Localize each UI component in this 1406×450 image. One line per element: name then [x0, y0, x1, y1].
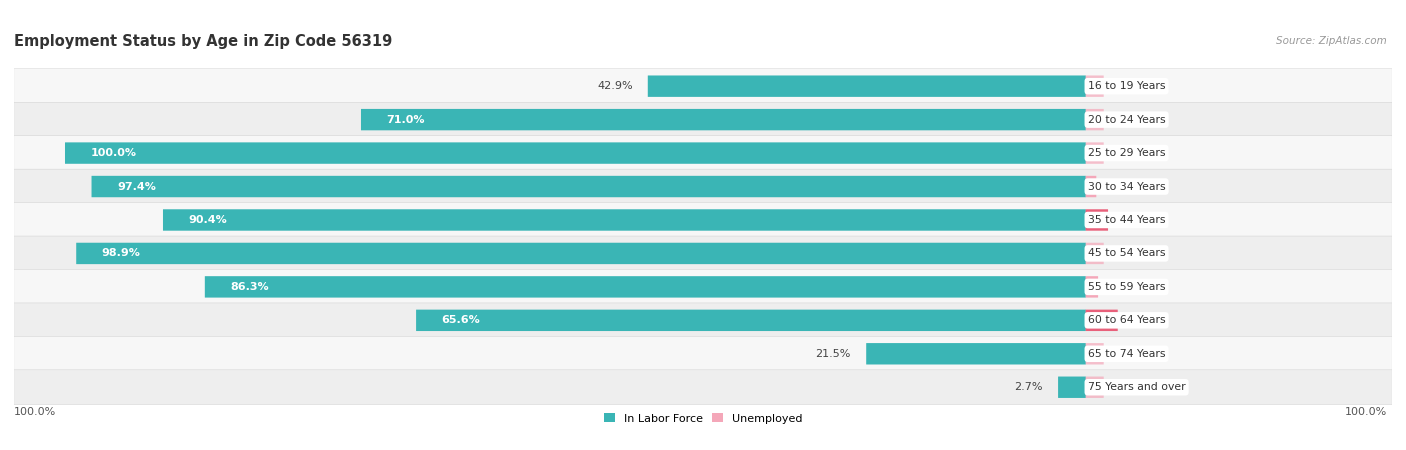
Text: 0.0%: 0.0%	[1112, 248, 1140, 258]
Text: 55 to 59 Years: 55 to 59 Years	[1088, 282, 1166, 292]
FancyBboxPatch shape	[14, 370, 1392, 405]
FancyBboxPatch shape	[14, 270, 1392, 304]
FancyBboxPatch shape	[91, 176, 1085, 197]
Text: 25 to 29 Years: 25 to 29 Years	[1088, 148, 1166, 158]
FancyBboxPatch shape	[1085, 209, 1108, 231]
Text: 0.0%: 0.0%	[1112, 382, 1140, 392]
FancyBboxPatch shape	[14, 202, 1392, 238]
Text: 35 to 44 Years: 35 to 44 Years	[1088, 215, 1166, 225]
Text: 0.0%: 0.0%	[1112, 148, 1140, 158]
FancyBboxPatch shape	[14, 102, 1392, 137]
Text: 98.9%: 98.9%	[101, 248, 141, 258]
Text: 42.9%: 42.9%	[598, 81, 633, 91]
Text: 30 to 34 Years: 30 to 34 Years	[1088, 181, 1166, 192]
FancyBboxPatch shape	[866, 343, 1085, 364]
Text: 16 to 19 Years: 16 to 19 Years	[1088, 81, 1166, 91]
Text: 100.0%: 100.0%	[14, 407, 56, 417]
FancyBboxPatch shape	[416, 310, 1085, 331]
FancyBboxPatch shape	[1085, 243, 1104, 264]
Text: 8.7%: 8.7%	[1116, 215, 1144, 225]
Text: 97.4%: 97.4%	[117, 181, 156, 192]
Text: 71.0%: 71.0%	[387, 115, 425, 125]
Legend: In Labor Force, Unemployed: In Labor Force, Unemployed	[603, 414, 803, 423]
FancyBboxPatch shape	[14, 169, 1392, 204]
Text: 100.0%: 100.0%	[90, 148, 136, 158]
Text: 0.0%: 0.0%	[1112, 81, 1140, 91]
FancyBboxPatch shape	[14, 136, 1392, 171]
FancyBboxPatch shape	[1085, 276, 1098, 297]
FancyBboxPatch shape	[14, 303, 1392, 338]
FancyBboxPatch shape	[361, 109, 1085, 130]
Text: 0.0%: 0.0%	[1112, 115, 1140, 125]
Text: 65.6%: 65.6%	[441, 315, 481, 325]
FancyBboxPatch shape	[648, 76, 1085, 97]
Text: 86.3%: 86.3%	[231, 282, 269, 292]
Text: 4.1%: 4.1%	[1104, 181, 1133, 192]
Text: 2.7%: 2.7%	[1014, 382, 1043, 392]
Text: 90.4%: 90.4%	[188, 215, 228, 225]
FancyBboxPatch shape	[14, 236, 1392, 271]
FancyBboxPatch shape	[1085, 142, 1104, 164]
FancyBboxPatch shape	[76, 243, 1085, 264]
Text: 12.5%: 12.5%	[1126, 315, 1161, 325]
FancyBboxPatch shape	[1085, 109, 1104, 130]
Text: 65 to 74 Years: 65 to 74 Years	[1088, 349, 1166, 359]
Text: 4.8%: 4.8%	[1107, 282, 1135, 292]
Text: 75 Years and over: 75 Years and over	[1088, 382, 1185, 392]
FancyBboxPatch shape	[14, 337, 1392, 371]
FancyBboxPatch shape	[14, 69, 1392, 104]
FancyBboxPatch shape	[1085, 76, 1104, 97]
Text: Employment Status by Age in Zip Code 56319: Employment Status by Age in Zip Code 563…	[14, 33, 392, 49]
Text: 60 to 64 Years: 60 to 64 Years	[1088, 315, 1166, 325]
FancyBboxPatch shape	[163, 209, 1085, 231]
FancyBboxPatch shape	[1059, 377, 1085, 398]
Text: 21.5%: 21.5%	[815, 349, 851, 359]
Text: 45 to 54 Years: 45 to 54 Years	[1088, 248, 1166, 258]
FancyBboxPatch shape	[205, 276, 1085, 297]
FancyBboxPatch shape	[1085, 310, 1118, 331]
FancyBboxPatch shape	[1085, 176, 1097, 197]
FancyBboxPatch shape	[1085, 377, 1104, 398]
Text: Source: ZipAtlas.com: Source: ZipAtlas.com	[1277, 36, 1386, 46]
Text: 20 to 24 Years: 20 to 24 Years	[1088, 115, 1166, 125]
FancyBboxPatch shape	[1085, 343, 1104, 364]
Text: 100.0%: 100.0%	[1344, 407, 1386, 417]
Text: 0.0%: 0.0%	[1112, 349, 1140, 359]
FancyBboxPatch shape	[65, 142, 1085, 164]
